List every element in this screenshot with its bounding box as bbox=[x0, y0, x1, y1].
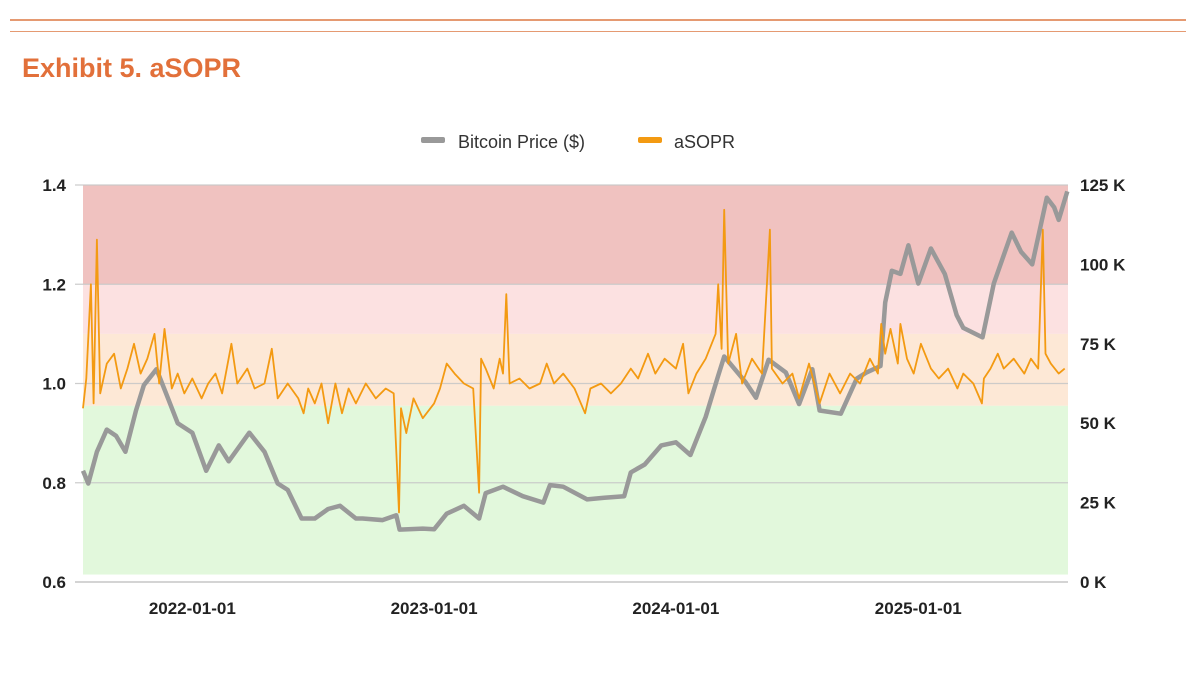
y-right-tick-label: 100 K bbox=[1080, 255, 1126, 274]
x-tick-label: 2023-01-01 bbox=[391, 599, 478, 618]
zone-band-0 bbox=[83, 185, 1068, 285]
y-right-tick-label: 50 K bbox=[1080, 414, 1117, 433]
zone-band-1 bbox=[83, 284, 1068, 334]
legend-swatch-asopr bbox=[638, 137, 662, 143]
legend-swatch-price bbox=[421, 137, 445, 143]
y-right-tick-label: 25 K bbox=[1080, 494, 1117, 513]
asopr-line bbox=[82, 208, 1066, 514]
y-left-tick-label: 0.8 bbox=[42, 474, 66, 493]
y-left-tick-label: 1.4 bbox=[42, 176, 66, 195]
legend-label-asopr: aSOPR bbox=[674, 132, 735, 152]
bitcoin-price-line bbox=[80, 190, 1070, 532]
y-left-tick-label: 1.0 bbox=[42, 375, 66, 394]
y-right-tick-label: 125 K bbox=[1080, 176, 1126, 195]
x-tick-label: 2022-01-01 bbox=[149, 599, 236, 618]
top-rule bbox=[10, 19, 1186, 21]
exhibit-title: Exhibit 5. aSOPR bbox=[22, 53, 242, 83]
y-left-tick-label: 0.6 bbox=[42, 573, 66, 592]
y-right-tick-label: 0 K bbox=[1080, 573, 1107, 592]
x-tick-label: 2024-01-01 bbox=[632, 599, 719, 618]
legend-label-price: Bitcoin Price ($) bbox=[458, 132, 585, 152]
zone-band-3 bbox=[83, 405, 1068, 575]
y-left-tick-label: 1.2 bbox=[42, 275, 66, 294]
top-rule-thin bbox=[10, 31, 1186, 32]
x-tick-label: 2025-01-01 bbox=[875, 599, 962, 618]
y-right-tick-label: 75 K bbox=[1080, 335, 1117, 354]
